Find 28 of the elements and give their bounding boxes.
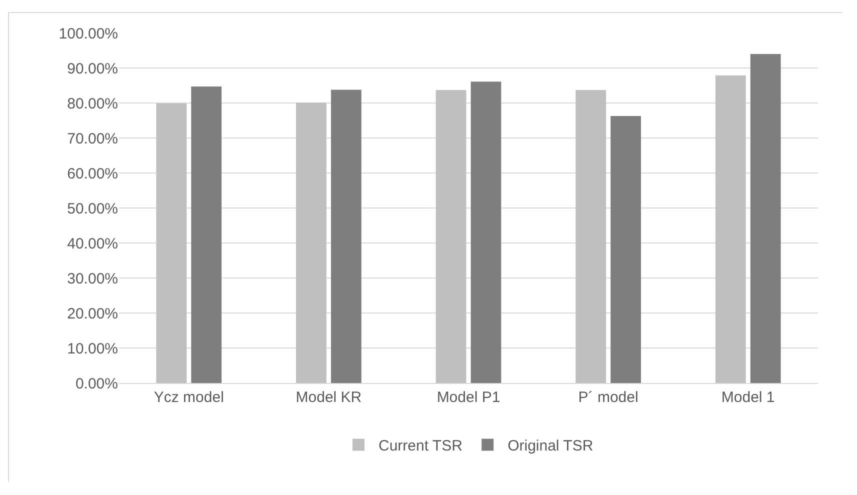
legend-label: Current TSR (378, 438, 463, 455)
bar (470, 82, 502, 383)
x-tick-label: P´ model (578, 389, 638, 406)
y-tick-label: 30.00% (67, 270, 118, 288)
y-tick-label: 50.00% (67, 200, 118, 218)
legend-label: Original TSR (508, 438, 594, 455)
y-tick-label: 80.00% (67, 95, 118, 112)
bar (715, 75, 746, 383)
y-tick-label: 100.00% (58, 25, 118, 42)
bar (156, 103, 187, 383)
x-tick-label: Model KR (296, 389, 362, 406)
y-tick-label: 10.00% (67, 340, 118, 358)
bar (576, 90, 606, 383)
x-tick-label: Model 1 (721, 389, 775, 406)
x-tick-label: Ycz model (154, 389, 224, 406)
bar (610, 116, 641, 383)
bar (296, 102, 326, 383)
bar (436, 90, 466, 383)
y-tick-label: 90.00% (67, 60, 118, 78)
y-tick-label: 40.00% (67, 235, 118, 252)
y-tick-label: 0.00% (75, 375, 118, 392)
bar (750, 54, 781, 383)
x-tick-label: Model P1 (436, 389, 500, 406)
y-tick-label: 70.00% (67, 130, 118, 148)
bar (191, 86, 222, 383)
y-tick-label: 20.00% (67, 305, 118, 322)
y-tick-label: 60.00% (67, 165, 118, 182)
bar (330, 90, 362, 383)
